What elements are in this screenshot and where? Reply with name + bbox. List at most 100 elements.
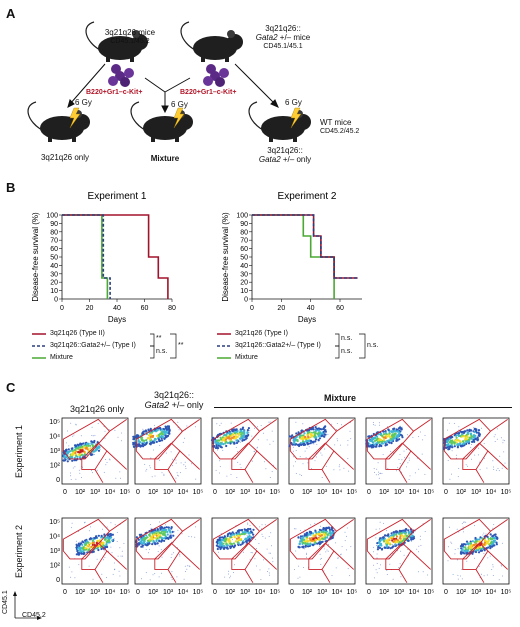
event-dot [448, 438, 451, 441]
legend-exp1-sig-outer: ** [178, 342, 184, 349]
event-dot [91, 435, 93, 436]
event-dot [79, 549, 82, 552]
event-dot [225, 440, 228, 443]
event-dot [268, 421, 270, 423]
event-dot [308, 439, 311, 442]
event-dot [76, 549, 79, 553]
event-dot [244, 529, 247, 532]
y-tick-label: 0 [244, 297, 248, 304]
event-dot [239, 430, 242, 433]
event-dot [63, 455, 66, 459]
event-dot [245, 541, 248, 544]
event-dot [347, 440, 349, 442]
event-dot [84, 543, 87, 547]
x-tick-label: 10⁴ [178, 589, 189, 596]
event-dot [408, 459, 410, 461]
event-dot [103, 559, 104, 561]
event-dot [500, 437, 502, 439]
event-dot [304, 542, 307, 545]
event-dot [372, 436, 375, 440]
event-dot [143, 542, 146, 545]
event-dot [499, 455, 501, 457]
event-dot [417, 571, 419, 573]
event-dot [82, 442, 85, 445]
event-dot [347, 568, 349, 570]
event-dot [235, 428, 238, 431]
event-dot [459, 440, 462, 443]
event-dot [448, 441, 451, 444]
event-dot [219, 436, 222, 439]
event-dot [251, 552, 253, 554]
col2-header: 3q21q26:: Gata2 +/– only [144, 390, 204, 410]
event-dot [242, 430, 245, 433]
event-dot [493, 436, 495, 438]
event-dot [235, 537, 238, 540]
event-dot [91, 470, 92, 472]
event-dot [397, 550, 399, 552]
event-dot [233, 442, 236, 445]
event-dot [477, 551, 481, 554]
event-dot [231, 533, 234, 536]
event-dot [382, 536, 385, 539]
event-dot [385, 545, 388, 548]
event-dot [158, 545, 160, 547]
event-dot [308, 533, 311, 536]
x-tick-label: 10² [75, 489, 86, 496]
event-dot [391, 438, 394, 441]
event-dot [151, 535, 154, 538]
event-dot [314, 460, 316, 462]
event-dot [490, 541, 493, 544]
event-dot [465, 549, 468, 553]
event-dot [299, 456, 301, 458]
gate-polygon [135, 518, 184, 560]
event-dot [461, 523, 463, 525]
event-dot [403, 450, 405, 452]
event-dot [78, 469, 80, 471]
flow-plot-frame [288, 517, 356, 585]
event-dot [464, 543, 467, 546]
x-tick-label: 10⁴ [409, 489, 420, 496]
event-dot [387, 538, 390, 541]
gate-line [179, 450, 200, 470]
event-dot [90, 526, 91, 528]
event-dot [108, 458, 110, 460]
x-tick-label: 10² [148, 489, 159, 496]
x-tick-label: 40 [113, 305, 121, 312]
gate-line [490, 518, 508, 532]
event-dot [159, 444, 161, 446]
event-dot [502, 575, 503, 577]
legend-exp1-sig2: n.s. [156, 348, 168, 355]
event-dot [318, 437, 322, 440]
event-dot [317, 538, 320, 541]
event-dot [379, 438, 383, 442]
cells-right-icon [203, 64, 229, 87]
x-tick-label: 60 [141, 305, 149, 312]
event-dot [302, 463, 304, 465]
y-tick-label: 10⁴ [49, 434, 60, 441]
event-dot [63, 459, 66, 462]
event-dot [399, 535, 402, 538]
event-dot [247, 523, 249, 525]
y-tick-label: 100 [46, 213, 58, 220]
event-dot [302, 423, 304, 425]
event-dot [228, 430, 231, 433]
event-dot [483, 575, 485, 577]
event-dot [483, 543, 486, 546]
event-dot [220, 541, 223, 544]
event-dot [416, 457, 418, 459]
event-dot [240, 532, 244, 536]
event-dot [311, 468, 313, 470]
event-dot [325, 551, 327, 553]
cells-left-icon [108, 64, 134, 87]
event-dot [349, 575, 351, 577]
event-dot [462, 531, 464, 533]
event-dot [164, 425, 167, 428]
event-dot [108, 533, 111, 536]
event-dot [216, 447, 220, 450]
event-dot [266, 548, 268, 550]
event-dot [233, 535, 236, 538]
event-dot [217, 449, 219, 451]
event-dot [465, 438, 468, 441]
gate-polygon [212, 518, 261, 560]
event-dot [90, 537, 93, 540]
